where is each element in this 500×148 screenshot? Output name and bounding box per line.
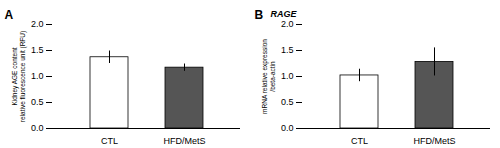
svg-text:1.5: 1.5	[281, 45, 294, 55]
svg-text:A: A	[5, 8, 14, 22]
svg-text:CTL: CTL	[101, 136, 118, 146]
svg-text:0.5: 0.5	[281, 97, 294, 107]
svg-text:0.5: 0.5	[31, 97, 44, 107]
svg-text:CTL: CTL	[351, 136, 368, 146]
svg-text:RAGE: RAGE	[271, 9, 298, 19]
svg-text:0.0: 0.0	[31, 123, 44, 133]
svg-text:Kidney AGE contentrelative flu: Kidney AGE contentrelative fluorescence …	[11, 31, 26, 122]
svg-text:2.0: 2.0	[281, 19, 294, 29]
svg-text:HFD/MetS: HFD/MetS	[413, 136, 455, 146]
svg-text:0.0: 0.0	[281, 123, 294, 133]
svg-text:mRNA relative expression/beta-: mRNA relative expression/beta-actin	[261, 39, 275, 114]
svg-text:1.0: 1.0	[281, 71, 294, 81]
svg-text:HFD/MetS: HFD/MetS	[163, 136, 205, 146]
svg-text:2.0: 2.0	[31, 19, 44, 29]
svg-text:B: B	[255, 8, 264, 22]
svg-text:1.0: 1.0	[31, 71, 44, 81]
svg-text:1.5: 1.5	[31, 45, 44, 55]
